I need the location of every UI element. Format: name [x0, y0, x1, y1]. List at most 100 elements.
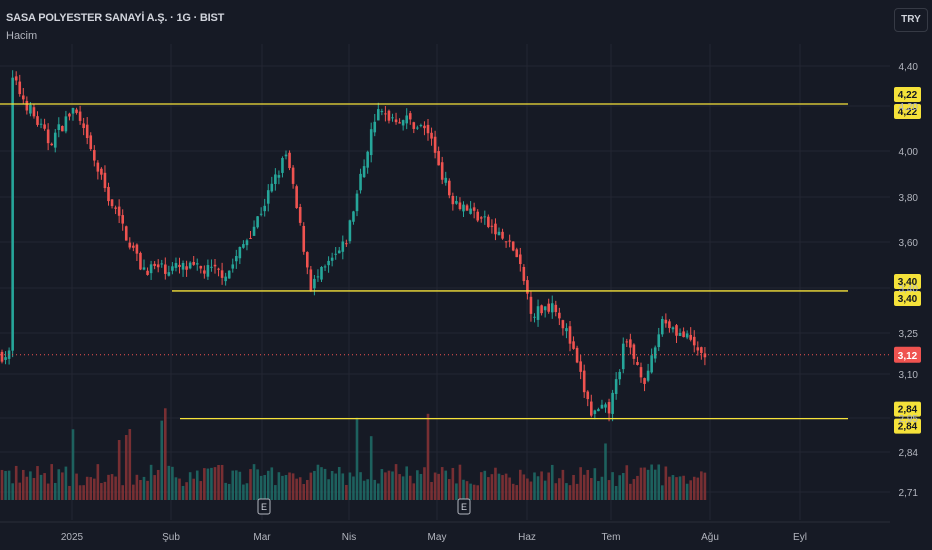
candle-body — [426, 124, 430, 134]
candle-body — [650, 355, 653, 373]
volume-bar — [89, 477, 93, 500]
volume-bar — [78, 485, 82, 500]
volume-indicator-label[interactable]: Hacim — [6, 30, 38, 42]
volume-bar — [462, 479, 465, 500]
candle-body — [458, 202, 462, 210]
currency-button[interactable]: TRY — [894, 8, 928, 32]
volume-bar — [664, 466, 668, 500]
volume-bar — [263, 475, 266, 500]
volume-bar — [18, 482, 22, 500]
volume-bar — [458, 464, 462, 500]
volume-bar — [82, 485, 85, 500]
symbol-title[interactable]: SASA POLYESTER SANAYİ A.Ş. · 1G · BIST — [6, 12, 225, 24]
candle-body — [57, 124, 61, 130]
candle-body — [320, 267, 323, 280]
candle-body — [547, 303, 550, 312]
candle-body — [167, 272, 171, 276]
time-tick-label: 2025 — [61, 532, 84, 543]
volume-bar — [114, 476, 117, 500]
candle-body — [625, 341, 629, 343]
volume-bar — [565, 483, 568, 500]
last-price-badge — [894, 346, 921, 363]
candle-body — [668, 321, 671, 329]
candle-body — [639, 367, 643, 378]
candle-body — [448, 180, 451, 196]
candle-body — [288, 152, 291, 169]
volume-bar — [0, 469, 4, 500]
volume-bar — [330, 471, 334, 500]
level-price-label: 2,84 — [898, 405, 918, 416]
candle-body — [242, 244, 245, 248]
volume-bar — [174, 477, 178, 500]
volume-bar — [451, 467, 455, 500]
candle-body — [504, 241, 508, 243]
volume-bar — [185, 482, 188, 500]
volume-bar — [440, 467, 444, 500]
candle-body — [235, 256, 238, 262]
volume-bar — [298, 477, 302, 500]
price-tick-label: 2,84 — [899, 448, 919, 459]
volume-bar — [703, 472, 707, 500]
volume-bar — [646, 469, 650, 500]
candle-body — [259, 213, 263, 215]
volume-bar — [224, 482, 227, 500]
candle-body — [345, 243, 348, 245]
volume-bar — [11, 483, 14, 500]
candle-body — [185, 266, 188, 270]
volume-bar — [281, 475, 284, 500]
volume-bar — [600, 476, 604, 500]
time-tick-label: Ağu — [701, 532, 719, 543]
earnings-marker — [257, 498, 271, 515]
candle-body — [139, 252, 142, 270]
volume-bar — [685, 483, 689, 500]
candle-body — [526, 280, 529, 294]
volume-bar — [323, 468, 327, 500]
candle-body — [387, 110, 391, 121]
horizontal-levels[interactable]: 4,224,223,403,402,842,84 — [0, 87, 921, 434]
volume-bar — [139, 480, 142, 500]
candle-body — [188, 262, 192, 269]
volume-bar — [210, 467, 213, 500]
candle-body — [508, 240, 511, 242]
level-price-badge — [894, 418, 921, 434]
axes: 4,404,204,003,803,603,403,253,102,952,84… — [0, 62, 921, 543]
volume-bar — [160, 420, 164, 500]
volume-bar — [117, 440, 121, 500]
volume-bar — [199, 481, 203, 500]
volume-bar — [348, 472, 352, 500]
volume-bar — [590, 478, 593, 500]
candle-body — [472, 207, 476, 211]
volume-bar — [586, 469, 590, 500]
volume-bar — [25, 476, 29, 500]
price-tick-label: 3,60 — [899, 238, 919, 249]
price-tick-label: 4,20 — [899, 102, 919, 113]
candle-body — [206, 265, 210, 277]
volume-bar — [401, 476, 405, 500]
volume-bar — [235, 470, 238, 500]
volume-bar — [146, 480, 149, 500]
volume-bar — [266, 470, 270, 500]
volume-bar — [75, 473, 78, 500]
volume-bar — [132, 484, 135, 500]
volume-bar — [540, 471, 543, 500]
candle-body — [497, 231, 501, 236]
candle-body — [153, 263, 156, 266]
volume-bar — [313, 470, 316, 500]
volume-bar — [359, 472, 362, 500]
volume-bar — [242, 484, 245, 500]
volume-bar — [455, 483, 458, 500]
volume-bar — [284, 475, 288, 500]
candle-body — [85, 124, 89, 139]
candle-body — [53, 132, 57, 148]
candle-body — [675, 325, 678, 336]
volume-bar — [494, 467, 497, 500]
volume-bar — [341, 473, 345, 500]
volume-bar — [558, 478, 561, 500]
candle-body — [476, 211, 479, 221]
candle-body — [128, 242, 132, 248]
volume-bar — [554, 483, 558, 500]
candle-body — [540, 305, 543, 314]
